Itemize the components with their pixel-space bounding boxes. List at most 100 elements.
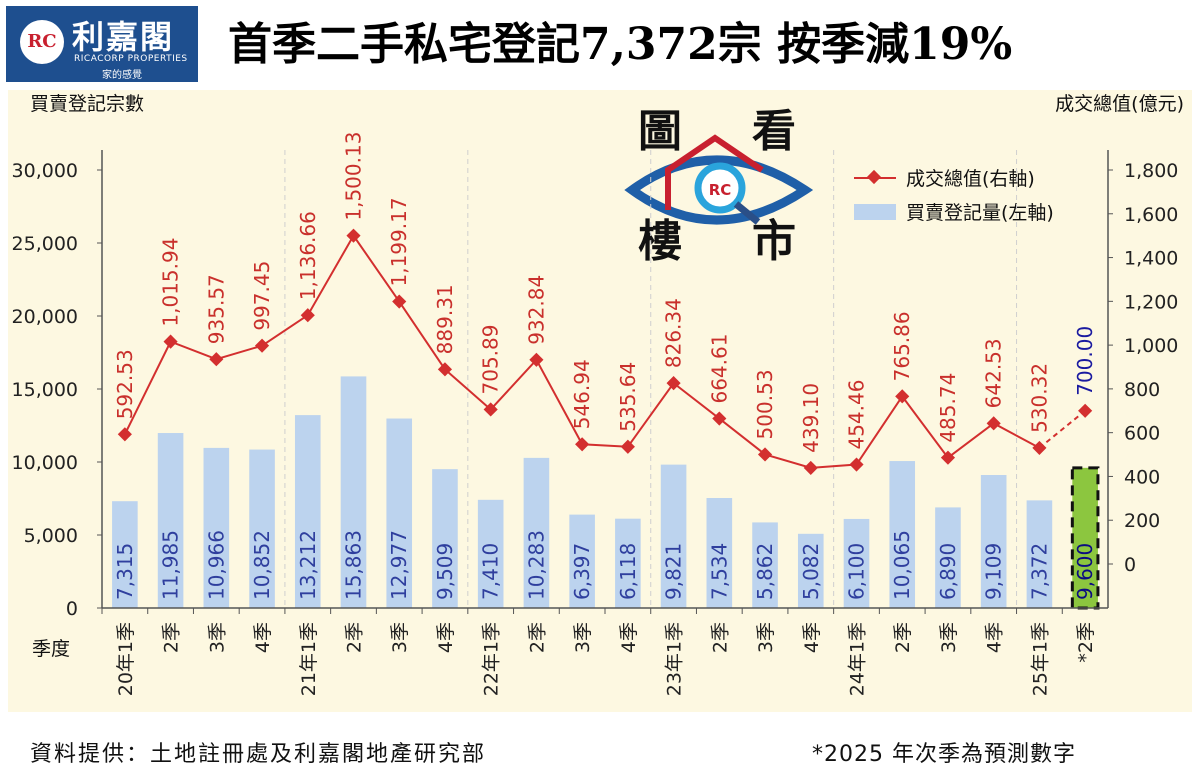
value-label: 705.89 [479,325,503,395]
bar-value-label: 6,100 [845,543,869,600]
value-label: 826.34 [662,298,686,368]
value-label: 932.84 [524,275,548,345]
bar-value-label: 5,862 [753,543,777,600]
x-tick-label: 22年1季 [481,622,503,696]
value-label: 997.45 [250,261,274,331]
x-tick-label: 2季 [344,622,366,653]
right-tick-label: 800 [1124,379,1160,401]
value-label: 642.53 [982,338,1006,408]
x-tick-label: 3季 [938,622,960,653]
value-label: 439.10 [799,383,823,453]
right-tick-label: 200 [1124,510,1160,532]
x-axis-title: 季度 [32,638,70,660]
value-point [300,308,315,323]
x-tick-label: 3季 [755,622,777,653]
legend-line-label: 成交總值(右軸) [906,168,1035,190]
value-label: 1,199.17 [387,197,411,286]
watermark-eye-icon [624,155,814,225]
left-tick-label: 20,000 [12,306,78,328]
left-tick-label: 5,000 [24,525,78,547]
bar-value-label: 7,410 [479,543,503,600]
x-tick-label: 4季 [618,622,640,653]
value-label: 500.53 [753,369,777,439]
right-tick-label: 1,000 [1124,335,1178,357]
bar [935,507,961,608]
bar-value-label: 9,600 [1073,543,1097,600]
bar-value-label: 12,977 [387,530,411,600]
page-title: 首季二手私宅登記7,372宗 按季減19% [228,19,1013,70]
watermark-char-3: 樓 [638,216,682,267]
bar [477,499,504,608]
value-point [254,338,270,353]
value-point [346,228,361,243]
bar [980,475,1007,608]
x-tick-label: 2季 [161,622,183,653]
bar-value-label: 7,315 [113,543,137,600]
x-tick-label: 2季 [709,622,731,653]
value-point [849,457,864,472]
bar [569,514,595,608]
x-tick-label: 4季 [435,622,457,653]
bar [340,376,367,608]
x-tick-label: 20年1季 [115,622,137,696]
x-tick-label: 24年1季 [847,622,869,696]
bar [1026,500,1053,608]
forecast-value-line [1038,410,1086,449]
value-point [986,416,1001,431]
bar-value-label: 6,890 [936,543,960,600]
value-label: 546.94 [570,359,594,429]
bar-value-label: 15,863 [342,530,366,600]
value-point [575,437,590,452]
legend-bar-label: 買賣登記量(左軸) [906,202,1054,224]
x-tick-label: 4季 [801,622,823,653]
x-tick-label: 23年1季 [664,622,686,696]
value-label: 935.57 [204,274,228,344]
bar [432,469,458,608]
left-tick-label: 25,000 [12,233,78,255]
bar-value-label: 9,509 [433,543,457,600]
bar [889,461,916,608]
chart-legend: 成交總值(右軸) 買賣登記量(左軸) [854,168,1054,224]
x-tick-label: 3季 [572,622,594,653]
forecast-note: *2025 年次季為預測數字 [812,742,1076,767]
company-logo: RC 利嘉閣 RICACORP PROPERTIES 家的感覺 [6,6,198,82]
value-label: 664.61 [707,334,731,404]
value-label: 485.74 [936,373,960,443]
logo-english-name: RICACORP PROPERTIES [74,54,188,64]
right-axis-title: 成交總值(億元) [1055,93,1184,115]
x-tick-label: 4季 [252,622,274,653]
value-label: 765.86 [890,311,914,381]
bar-value-label: 6,397 [570,543,594,600]
legend-line-marker [866,169,882,185]
bar [843,518,870,608]
right-tick-label: 0 [1124,554,1136,576]
value-point [757,447,773,462]
bar [797,533,824,608]
left-tick-label: 10,000 [12,452,78,474]
x-tick-label: 3季 [389,622,411,653]
value-point [209,352,224,367]
logo-mark-icon: RC [20,20,64,64]
bar-value-label: 5,082 [799,543,823,600]
value-point [940,450,956,465]
bar-value-label: 7,372 [1027,543,1051,600]
bar [706,498,733,608]
value-label: 530.32 [1027,363,1051,433]
value-label: 535.64 [616,362,640,432]
x-tick-label: 21年1季 [298,622,320,696]
value-label: 1,136.66 [296,211,320,300]
left-tick-label: 30,000 [12,160,78,182]
watermark-house-icon [665,134,764,210]
bar [157,433,184,608]
watermark-logo: RC 圖 看 樓 市 [624,106,814,267]
source-note: 資料提供：土地註冊處及利嘉閣地產研究部 [30,742,487,767]
value-point [1032,440,1047,455]
value-label: 454.46 [845,380,869,450]
bar [660,464,687,608]
left-tick-label: 15,000 [12,379,78,401]
value-point [620,439,635,454]
logo-chinese-name: 利嘉閣 [72,18,175,56]
bar-value-label: 10,283 [524,530,548,600]
bar-value-label: 11,985 [159,530,183,600]
watermark-char-4: 市 [752,216,796,267]
